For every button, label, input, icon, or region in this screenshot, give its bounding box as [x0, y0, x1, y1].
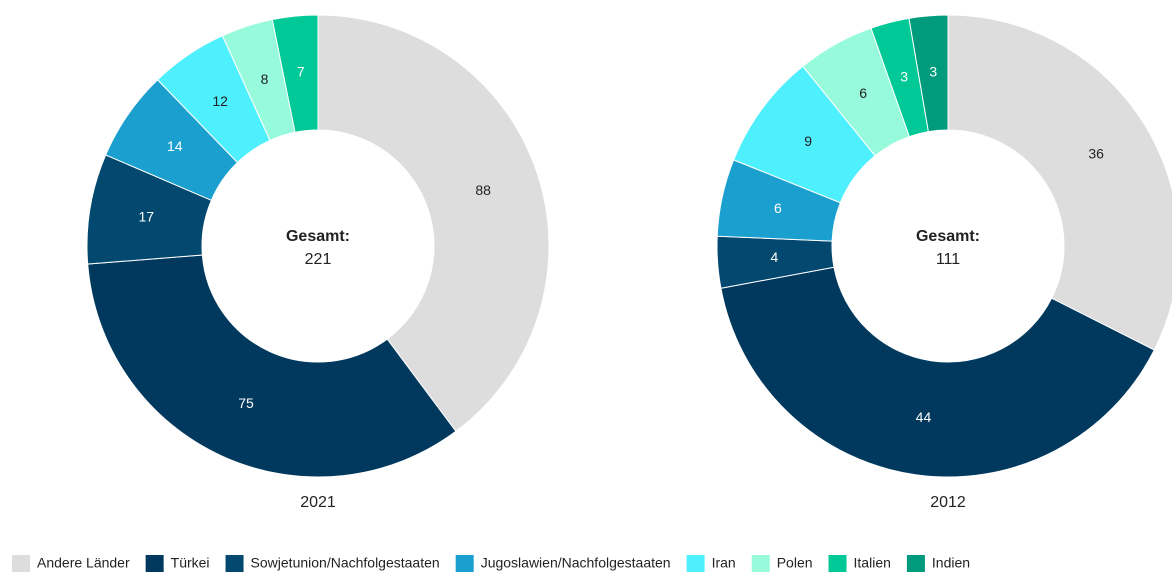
slice-label: 75	[238, 395, 254, 411]
legend-label: Sowjetunion/Nachfolgestaaten	[251, 555, 440, 571]
legend-swatch	[828, 555, 847, 572]
donut-slice	[87, 254, 457, 478]
slice-label: 17	[139, 208, 155, 224]
slice-label: 7	[297, 64, 305, 80]
center-total: 221	[305, 251, 332, 268]
chart-title: 2012	[930, 494, 966, 511]
slice-label: 14	[167, 138, 183, 154]
donut-slice	[720, 266, 1155, 478]
slice-label: 3	[929, 63, 937, 79]
legend-label: Italien	[854, 555, 891, 571]
legend-swatch	[455, 555, 474, 572]
slice-label: 3	[900, 68, 908, 84]
slice-label: 6	[774, 200, 782, 216]
legend-label: Türkei	[171, 555, 210, 571]
legend-swatch	[225, 555, 244, 572]
slice-label: 9	[804, 133, 812, 149]
legend-swatch	[12, 555, 30, 572]
center-label: Gesamt:	[916, 228, 980, 245]
legend-swatch	[751, 555, 770, 572]
legend-label: Andere Länder	[37, 555, 130, 571]
donut-slice	[908, 14, 949, 133]
legend-swatch	[686, 555, 705, 572]
slice-label: 6	[859, 85, 867, 101]
legend-label: Indien	[932, 555, 970, 571]
donut-slice	[947, 14, 1172, 351]
slice-label: 36	[1088, 145, 1104, 161]
slice-label: 44	[916, 409, 932, 425]
legend-label: Jugoslawien/Nachfolgestaaten	[481, 555, 671, 571]
donut-slice	[317, 14, 550, 433]
slice-label: 8	[261, 71, 269, 87]
slice-label: 12	[212, 93, 228, 109]
slice-label: 4	[771, 249, 779, 265]
center-label: Gesamt:	[286, 228, 350, 245]
legend-swatch	[906, 555, 925, 572]
legend-label: Polen	[777, 555, 813, 571]
slice-label: 88	[475, 182, 491, 198]
legend-label: Iran	[712, 555, 736, 571]
chart-title: 2021	[300, 494, 336, 511]
center-total: 111	[936, 251, 960, 268]
legend-swatch	[145, 555, 164, 572]
